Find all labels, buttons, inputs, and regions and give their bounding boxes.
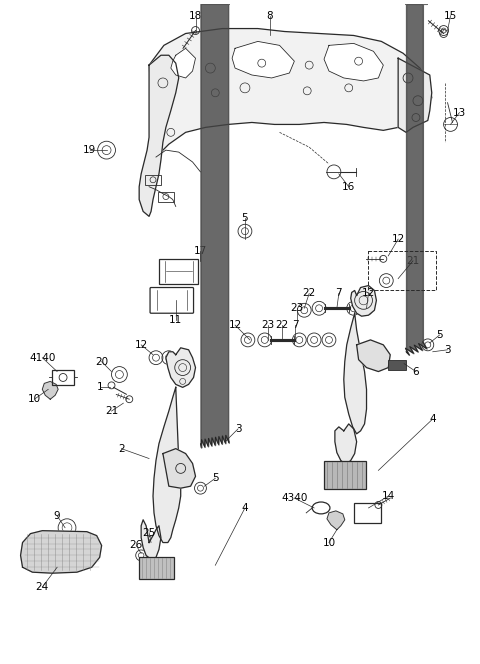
Text: 15: 15 (444, 11, 457, 21)
Text: 22: 22 (302, 288, 316, 298)
Polygon shape (171, 48, 195, 78)
Bar (145, 175, 161, 185)
Text: 21: 21 (407, 256, 420, 266)
Text: 25: 25 (143, 528, 156, 538)
Bar (159, 259, 199, 284)
Text: 14: 14 (382, 491, 395, 501)
Text: 2: 2 (118, 444, 125, 454)
Polygon shape (42, 381, 58, 399)
Text: 12: 12 (228, 320, 242, 330)
Bar (158, 192, 174, 202)
Text: 7: 7 (336, 288, 342, 298)
Text: 17: 17 (194, 246, 207, 256)
Text: 21: 21 (105, 406, 118, 416)
Polygon shape (21, 531, 102, 573)
Polygon shape (153, 387, 180, 542)
Text: 18: 18 (189, 11, 202, 21)
Text: 6: 6 (413, 367, 419, 376)
Bar (324, 461, 366, 489)
Text: 1: 1 (96, 382, 103, 392)
Bar (52, 370, 74, 385)
Bar (139, 557, 174, 579)
Polygon shape (344, 313, 367, 434)
Polygon shape (166, 348, 195, 387)
Text: 22: 22 (275, 320, 288, 330)
Polygon shape (327, 511, 345, 530)
Bar (388, 360, 406, 370)
Text: 12: 12 (362, 288, 375, 298)
Text: 3: 3 (235, 424, 241, 434)
Polygon shape (149, 29, 432, 157)
Text: 12: 12 (134, 340, 148, 350)
Text: 4340: 4340 (281, 493, 308, 503)
Text: 23: 23 (291, 303, 304, 313)
Polygon shape (335, 424, 357, 464)
Text: 20: 20 (95, 357, 108, 367)
Text: 10: 10 (28, 394, 41, 404)
Text: 23: 23 (261, 320, 274, 330)
Text: 5: 5 (212, 473, 218, 483)
Polygon shape (398, 58, 432, 132)
Text: 4: 4 (430, 414, 436, 424)
Text: 26: 26 (130, 540, 143, 550)
Text: 7: 7 (292, 320, 299, 330)
Polygon shape (141, 520, 161, 559)
Text: 9: 9 (54, 511, 60, 521)
Polygon shape (351, 286, 376, 316)
Text: 13: 13 (453, 108, 466, 118)
Polygon shape (163, 449, 195, 488)
Text: 3: 3 (444, 345, 451, 355)
Polygon shape (324, 43, 384, 81)
Text: 24: 24 (36, 582, 49, 592)
Polygon shape (357, 340, 390, 372)
Polygon shape (232, 41, 294, 78)
Text: 11: 11 (169, 315, 182, 325)
Text: 4: 4 (241, 503, 248, 513)
Text: 16: 16 (342, 182, 355, 192)
Text: 5: 5 (241, 213, 248, 223)
Bar (354, 503, 381, 523)
Text: 12: 12 (392, 234, 405, 244)
Text: 8: 8 (266, 11, 273, 21)
Text: 10: 10 (323, 538, 336, 548)
Text: 19: 19 (83, 145, 96, 155)
Polygon shape (139, 55, 179, 216)
Text: 4140: 4140 (29, 353, 56, 363)
Text: 5: 5 (436, 330, 443, 340)
